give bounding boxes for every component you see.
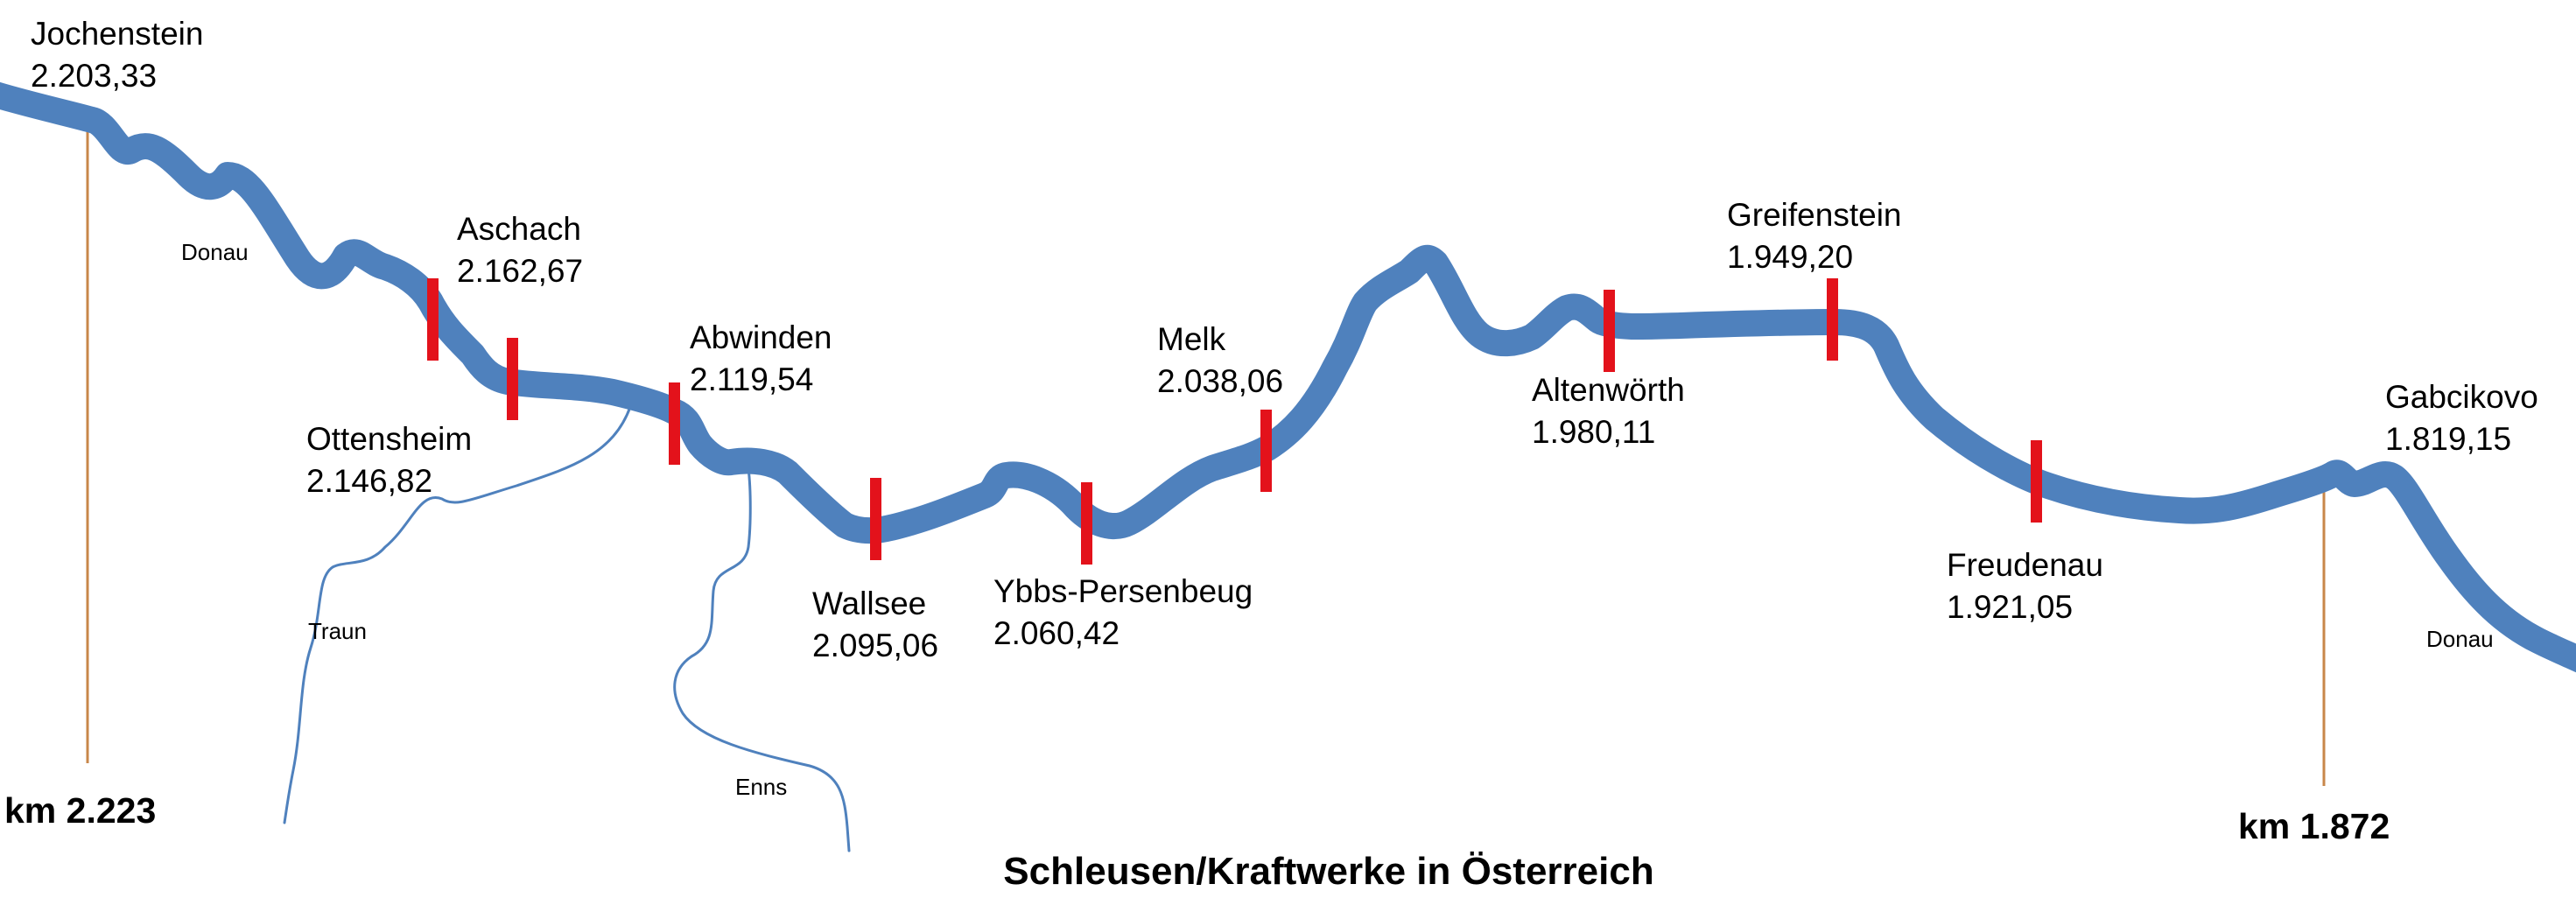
station-km: 2.203,33	[31, 58, 157, 94]
station-km: 2.162,67	[457, 253, 583, 289]
station-km: 2.060,42	[993, 615, 1120, 651]
station-freudenau: Freudenau 1.921,05	[1947, 547, 2103, 625]
diagram-title: Schleusen/Kraftwerke in Österreich	[1003, 850, 1653, 893]
station-ybbs-persenbeug: Ybbs-Persenbeug 2.060,42	[993, 573, 1253, 651]
station-ottensheim: Ottensheim 2.146,82	[306, 421, 472, 499]
station-name: Melk	[1157, 321, 1226, 357]
station-altenwoerth: Altenwörth 1.980,11	[1532, 372, 1685, 450]
station-gabcikovo: Gabcikovo 1.819,15	[2385, 379, 2538, 457]
station-aschach: Aschach 2.162,67	[457, 211, 583, 289]
station-km: 2.095,06	[812, 628, 938, 663]
station-melk: Melk 2.038,06	[1157, 321, 1283, 399]
lock-marker-aschach	[427, 278, 439, 361]
station-km: 1.980,11	[1532, 414, 1655, 450]
traun-river	[283, 405, 632, 824]
station-km: 2.119,54	[690, 361, 813, 397]
station-wallsee: Wallsee 2.095,06	[812, 586, 938, 663]
lock-marker-freudenau	[2031, 440, 2042, 523]
km-label-start: km 2.223	[4, 790, 156, 831]
station-name: Gabcikovo	[2385, 379, 2538, 415]
river-label-donau-downstream: Donau	[2426, 626, 2494, 652]
river-label-traun: Traun	[308, 618, 367, 644]
lock-marker-abwinden	[669, 382, 680, 465]
lock-marker-greifenstein	[1827, 278, 1838, 361]
lock-marker-ybbs-persenbeug	[1081, 482, 1092, 565]
station-km: 1.921,05	[1947, 589, 2073, 625]
station-greifenstein: Greifenstein 1.949,20	[1727, 197, 1902, 275]
station-km: 1.949,20	[1727, 239, 1853, 275]
station-name: Altenwörth	[1532, 372, 1685, 408]
station-name: Jochenstein	[31, 16, 203, 52]
enns-river	[673, 467, 851, 852]
lock-marker-wallsee	[870, 478, 881, 560]
station-name: Ottensheim	[306, 421, 472, 457]
station-jochenstein: Jochenstein 2.203,33	[31, 16, 203, 94]
lock-marker-altenwoerth	[1604, 290, 1615, 372]
station-name: Abwinden	[690, 319, 832, 355]
station-abwinden: Abwinden 2.119,54	[690, 319, 832, 397]
station-km: 2.146,82	[306, 463, 432, 499]
station-name: Ybbs-Persenbeug	[993, 573, 1253, 609]
station-name: Greifenstein	[1727, 197, 1902, 233]
km-label-end: km 1.872	[2238, 806, 2390, 846]
lock-marker-melk	[1260, 410, 1272, 492]
station-name: Freudenau	[1947, 547, 2103, 583]
river-label-enns: Enns	[735, 774, 787, 800]
station-name: Aschach	[457, 211, 581, 247]
station-name: Wallsee	[812, 586, 926, 621]
station-km: 1.819,15	[2385, 421, 2511, 457]
danube-river	[0, 81, 2576, 673]
river-label-donau-upstream: Donau	[181, 239, 249, 265]
station-km: 2.038,06	[1157, 363, 1283, 399]
lock-marker-ottensheim	[507, 338, 518, 420]
